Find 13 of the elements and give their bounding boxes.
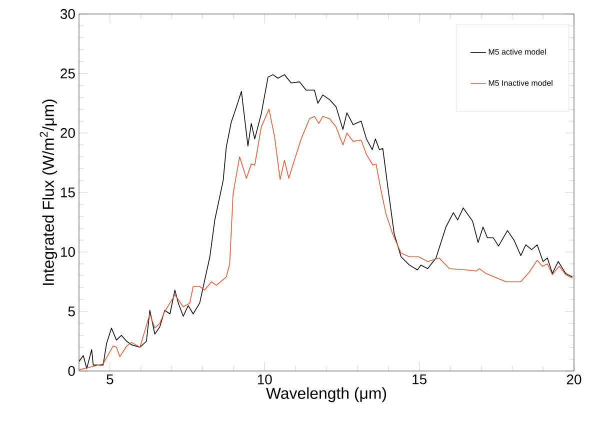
- x-tick-label: 10: [258, 374, 272, 384]
- y-tick-label: 5: [68, 306, 75, 316]
- x-tick-label: 5: [106, 374, 114, 384]
- y-tick-label: 0: [68, 366, 75, 376]
- y-tick-label: 25: [60, 68, 75, 78]
- x-tick-label: 20: [566, 374, 582, 384]
- x-tick-label: 15: [412, 374, 426, 384]
- y-axis-title: Integrated Flux (W/m$^{2}$/μm): [40, 100, 58, 285]
- y-tick-label: 20: [60, 128, 75, 138]
- x-axis-title: Wavelength (μm): [266, 387, 386, 402]
- y-tick-label: 10: [61, 247, 75, 257]
- y-tick-label: 30: [60, 9, 75, 19]
- y-tick-label: 15: [61, 188, 75, 198]
